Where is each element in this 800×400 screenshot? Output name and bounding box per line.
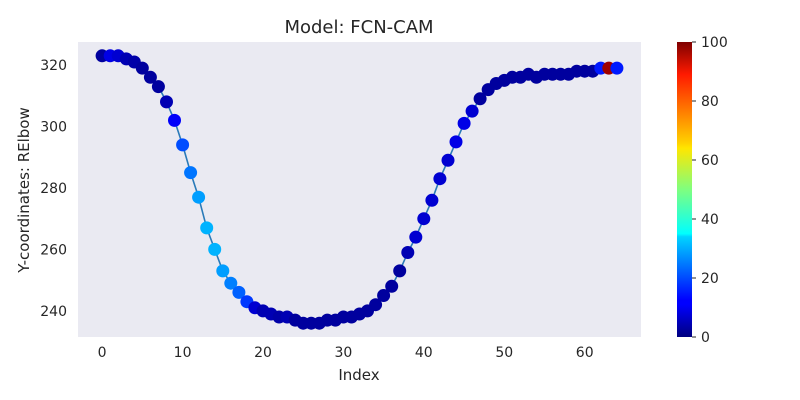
x-tick-label: 60	[576, 345, 594, 361]
data-point	[151, 80, 165, 94]
data-point	[224, 276, 238, 290]
data-point	[216, 264, 230, 278]
y-tick-label: 300	[40, 120, 67, 136]
plot-layer	[95, 49, 624, 330]
colorbar-ticks: 0 20 40 60 80 100	[692, 35, 728, 346]
data-point	[465, 104, 479, 118]
colorbar-tick-label: 80	[701, 94, 719, 110]
data-point	[168, 113, 181, 127]
colorbar-tick-label: 40	[701, 212, 719, 228]
x-tick-label: 30	[334, 345, 352, 361]
x-axis-label: Index	[338, 366, 379, 384]
data-point	[425, 193, 439, 207]
data-point	[433, 172, 447, 186]
data-point	[176, 138, 190, 152]
data-point	[135, 61, 149, 75]
plot-area	[78, 42, 641, 337]
chart-title: Model: FCN-CAM	[284, 17, 433, 38]
data-point	[401, 246, 415, 259]
data-point	[200, 221, 214, 235]
data-point	[409, 230, 423, 244]
data-point	[377, 289, 391, 302]
y-tick-label: 240	[40, 304, 67, 320]
data-point	[232, 285, 246, 299]
x-tick-label: 50	[495, 345, 513, 361]
x-axis-ticks: 0 10 20 30 40 50 60	[98, 345, 594, 361]
colorbar	[677, 42, 692, 337]
x-tick-label: 40	[415, 345, 433, 361]
colorbar-tick-label: 60	[701, 153, 719, 169]
data-point	[441, 153, 455, 167]
y-tick-label: 280	[40, 181, 67, 197]
y-axis-label: Y-coordinates: RElbow	[15, 107, 33, 273]
data-point	[208, 242, 222, 256]
data-point	[393, 264, 407, 278]
colorbar-tick-label: 0	[701, 330, 710, 346]
colorbar-tick-label: 20	[701, 271, 719, 287]
x-tick-label: 20	[254, 345, 272, 361]
data-point	[457, 116, 471, 130]
data-point	[449, 135, 463, 149]
data-point	[610, 61, 624, 75]
y-axis-ticks: 240 260 280 300 320	[40, 58, 67, 320]
colorbar-tick-label: 100	[701, 35, 728, 51]
data-point	[184, 166, 198, 180]
data-point	[473, 92, 487, 106]
y-tick-label: 320	[40, 58, 67, 74]
data-point	[192, 190, 206, 204]
x-tick-label: 10	[174, 345, 192, 361]
data-point	[160, 95, 173, 109]
data-point	[143, 70, 157, 84]
data-point	[385, 279, 399, 293]
data-point	[369, 298, 383, 312]
data-point	[417, 212, 431, 226]
y-tick-label: 260	[40, 242, 67, 258]
x-tick-label: 0	[98, 345, 107, 361]
